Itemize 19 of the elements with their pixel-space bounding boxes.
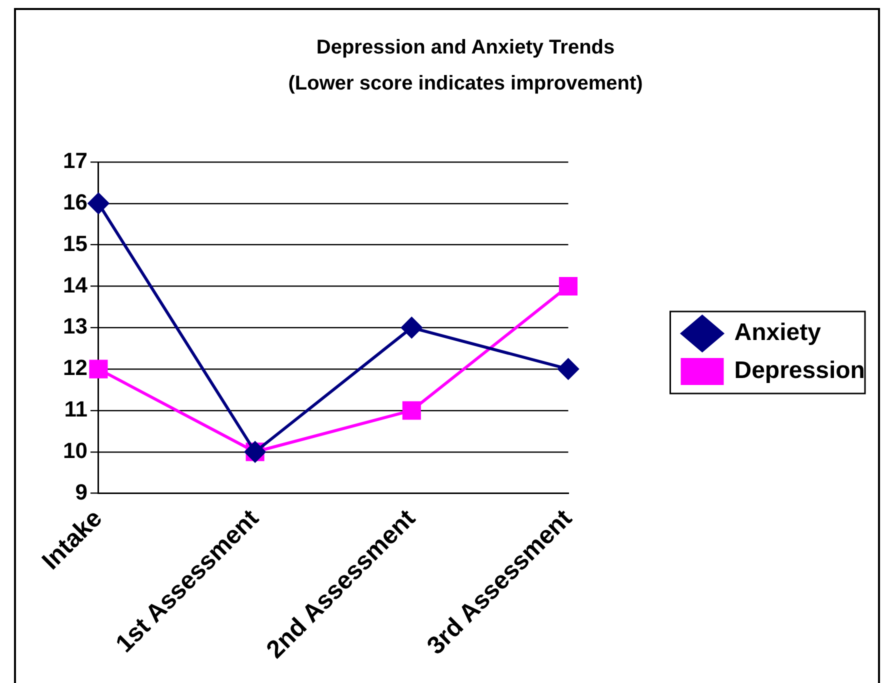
legend-label: Anxiety: [734, 319, 822, 346]
y-tick-label: 11: [64, 396, 88, 422]
y-tick-label: 17: [62, 148, 88, 174]
y-tick-label: 10: [62, 438, 88, 463]
y-tick-label: 13: [62, 314, 88, 339]
chart-subtitle: (Lower score indicates improvement): [288, 72, 643, 95]
point: [402, 401, 421, 420]
point: [558, 358, 579, 380]
legend-label: Depression: [734, 357, 865, 384]
y-tick-label: 14: [62, 272, 88, 298]
y-tick-label: 16: [62, 189, 88, 214]
chart-title: Depression and Anxiety Trends: [316, 36, 615, 59]
point: [401, 317, 422, 338]
y-tick-label: 15: [62, 230, 88, 256]
point: [89, 360, 108, 378]
point: [88, 192, 109, 214]
y-tick-label: 12: [62, 355, 88, 380]
point: [558, 276, 578, 296]
y-tick-label: 9: [75, 479, 88, 504]
